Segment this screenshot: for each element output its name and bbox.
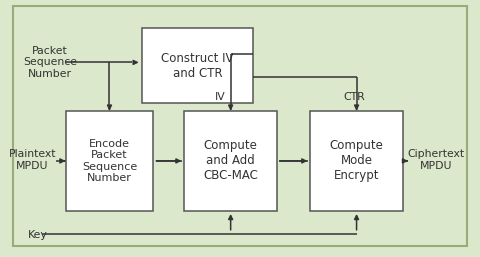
Text: Construct IV
and CTR: Construct IV and CTR — [161, 52, 233, 80]
Text: Key: Key — [27, 230, 47, 240]
Text: Encode
Packet
Sequence
Number: Encode Packet Sequence Number — [82, 139, 137, 183]
Text: Compute
Mode
Encrypt: Compute Mode Encrypt — [329, 139, 383, 182]
FancyBboxPatch shape — [13, 6, 466, 246]
FancyBboxPatch shape — [184, 111, 276, 211]
Text: Plaintext
MPDU: Plaintext MPDU — [9, 150, 56, 171]
FancyBboxPatch shape — [310, 111, 402, 211]
Text: Compute
and Add
CBC-MAC: Compute and Add CBC-MAC — [203, 139, 258, 182]
Text: Packet
Sequence
Number: Packet Sequence Number — [23, 46, 77, 79]
FancyBboxPatch shape — [65, 111, 153, 211]
FancyBboxPatch shape — [141, 28, 252, 103]
Text: Ciphertext
MPDU: Ciphertext MPDU — [407, 150, 464, 171]
Text: IV: IV — [215, 92, 226, 102]
Text: CTR: CTR — [343, 92, 364, 102]
